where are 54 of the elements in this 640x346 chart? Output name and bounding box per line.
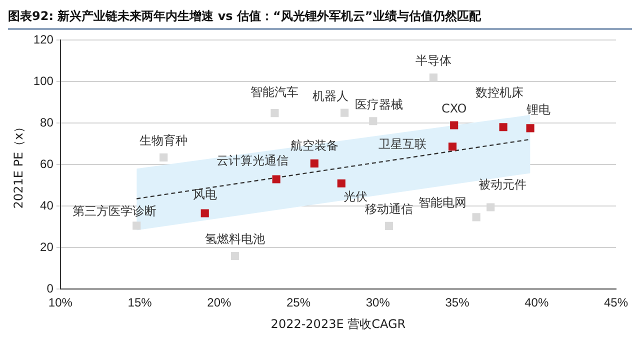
point <box>337 179 346 188</box>
chart-title: 图表92: 新兴产业链未来两年内生增速 vs 估值：“风光锂外军机云”业绩与估值仍然匹配 <box>8 8 632 30</box>
annotation: 机器人 <box>312 88 349 103</box>
y-tick-label: 100 <box>33 74 54 88</box>
point <box>429 74 438 82</box>
x-tick-label: 35% <box>445 296 470 310</box>
point <box>499 123 508 132</box>
point <box>369 117 378 126</box>
y-tick-label: 0 <box>46 282 54 296</box>
point <box>384 222 394 230</box>
y-tick-label: 60 <box>40 157 54 172</box>
y-tick-label: 20 <box>40 240 54 254</box>
y-tick-label: 120 <box>33 32 54 47</box>
annotation: 智能电网 <box>418 195 466 210</box>
annotation: 半导体 <box>415 54 452 68</box>
point <box>450 121 458 130</box>
annotation: 生物育种 <box>140 134 188 148</box>
point <box>230 252 240 260</box>
point <box>270 108 279 118</box>
annotation: 智能汽车 <box>250 85 299 100</box>
point <box>200 209 209 218</box>
y-tick-label: 40 <box>40 198 54 213</box>
annotation: 光伏 <box>343 190 368 204</box>
point <box>310 159 318 168</box>
y-tick-label: 80 <box>40 116 54 130</box>
y-axis-title: 2021E PE（x） <box>11 120 26 209</box>
annotation: 氢燃料电池 <box>205 232 266 246</box>
annotation: 风电 <box>192 187 217 202</box>
annotation: 医疗器械 <box>355 97 404 112</box>
x-tick-label: 25% <box>286 296 311 310</box>
point <box>472 213 480 222</box>
x-tick-label: 40% <box>524 296 549 310</box>
point <box>160 153 168 162</box>
x-tick-label: 15% <box>128 296 152 310</box>
x-tick-label: 45% <box>604 296 628 310</box>
annotation: 移动通信 <box>365 202 414 216</box>
x-tick-label: 30% <box>366 296 390 310</box>
point <box>132 222 141 230</box>
x-axis-title: 2022-2023E 营收CAGR <box>270 316 406 331</box>
annotation: 锂电 <box>525 102 550 116</box>
annotation: CXO <box>441 101 467 116</box>
x-tick-label: 20% <box>207 296 232 310</box>
annotation: 航空装备 <box>290 138 338 153</box>
annotation: 云计算光通信 <box>216 153 288 168</box>
x-tick-label: 10% <box>48 296 73 310</box>
annotation: 第三方医学诊断 <box>72 204 157 218</box>
point <box>340 108 349 117</box>
annotation: 被动元件 <box>478 177 527 192</box>
point <box>448 142 457 151</box>
point <box>272 175 280 184</box>
point <box>486 203 495 212</box>
point <box>526 124 534 132</box>
annotation: 数控机床 <box>475 85 524 100</box>
annotation: 卫星互联 <box>378 136 426 151</box>
